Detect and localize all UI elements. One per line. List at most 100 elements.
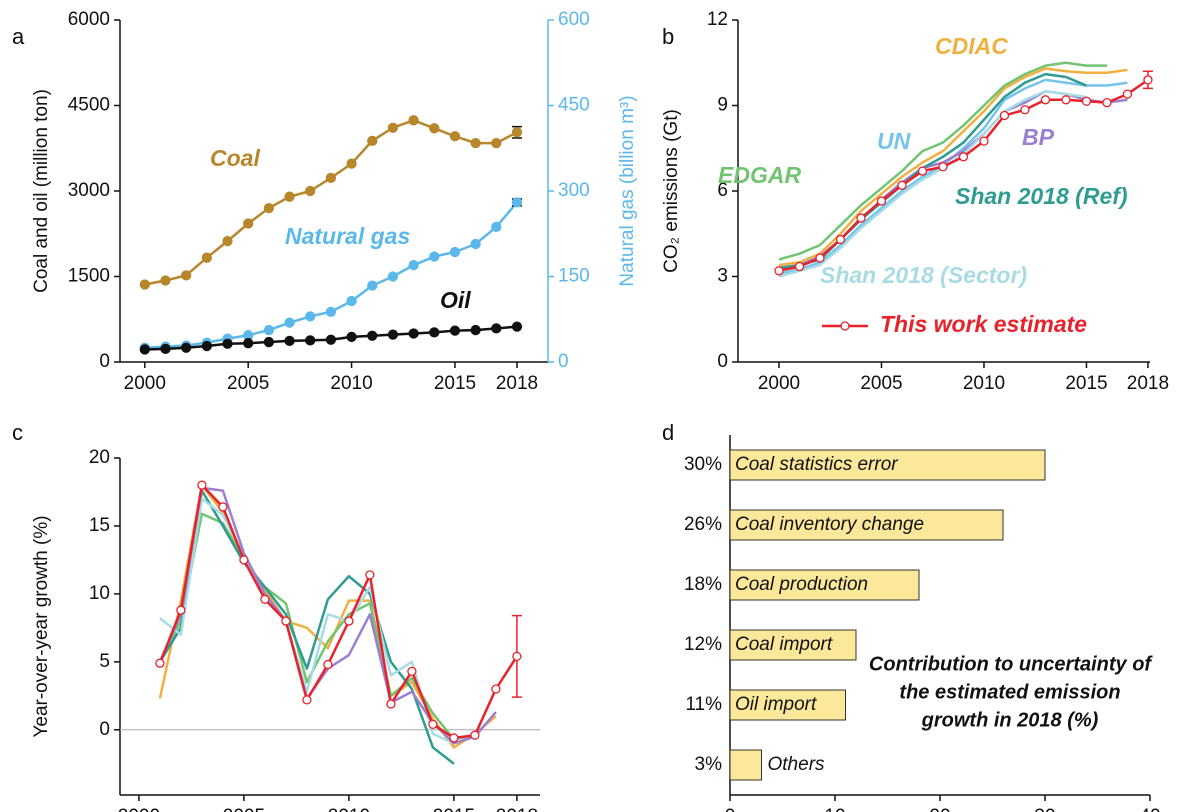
- point: [302, 695, 312, 705]
- value-label: 3%: [695, 754, 723, 775]
- point: [429, 123, 440, 134]
- value-label: 18%: [684, 574, 722, 595]
- point: [344, 616, 354, 626]
- x-tick-label: 2015: [433, 806, 475, 812]
- y-axis-label: CO₂ emissions (Gt): [661, 109, 682, 273]
- point: [491, 323, 502, 334]
- point: [428, 719, 438, 729]
- x-tick-label: 2018: [1127, 373, 1169, 394]
- y-tick-label: 1500: [68, 266, 110, 287]
- point: [323, 659, 333, 670]
- point: [1143, 75, 1153, 85]
- point: [1081, 96, 1092, 106]
- x-tick-label: 40: [1139, 806, 1160, 812]
- point: [1040, 95, 1051, 105]
- point: [243, 338, 254, 349]
- bar: [729, 689, 846, 721]
- y-tick-label: 0: [99, 719, 110, 740]
- point: [139, 279, 150, 290]
- point: [160, 275, 171, 286]
- point: [305, 335, 316, 346]
- series-label: Shan 2018 (Sector): [820, 262, 1027, 288]
- y-axis-label: Coal and oil (million ton): [31, 89, 52, 293]
- x-tick-label: 2005: [227, 373, 269, 394]
- point: [218, 502, 228, 512]
- y-tick-label: 6: [717, 180, 728, 201]
- bar: [729, 449, 1046, 481]
- y-tick-label: 0: [99, 351, 110, 372]
- point: [876, 196, 887, 206]
- point: [511, 197, 523, 208]
- point: [511, 127, 523, 138]
- point: [774, 266, 784, 276]
- point: [470, 238, 481, 250]
- point: [325, 172, 337, 184]
- point: [897, 180, 907, 190]
- legend-label: This work estimate: [880, 311, 1087, 337]
- annotation: Contribution to uncertainty of: [869, 653, 1154, 675]
- series-label: CDIAC: [935, 33, 1008, 59]
- annotation: growth in 2018 (%): [921, 709, 1099, 731]
- point: [367, 280, 378, 291]
- point: [1020, 105, 1030, 115]
- point: [491, 221, 502, 233]
- point: [408, 115, 419, 126]
- y-tick-label: 12: [707, 9, 728, 30]
- x-tick-label: 2015: [434, 373, 476, 394]
- point: [325, 306, 337, 317]
- point: [999, 110, 1010, 121]
- panel-letter: b: [662, 24, 674, 49]
- point: [491, 684, 501, 694]
- point: [263, 202, 275, 214]
- y2-tick-label: 300: [558, 180, 590, 201]
- panel-letter: a: [12, 24, 25, 49]
- point: [449, 733, 459, 743]
- series-line: [778, 78, 1128, 275]
- point: [181, 342, 192, 353]
- series-line: [158, 483, 518, 740]
- point: [917, 166, 928, 176]
- category-label: Others: [768, 754, 826, 775]
- point: [449, 325, 461, 336]
- x-tick-label: 2018: [496, 373, 538, 394]
- bar: [729, 629, 857, 661]
- point: [346, 331, 357, 343]
- point: [386, 699, 396, 709]
- point: [429, 251, 440, 262]
- x-tick-label: 2005: [223, 806, 265, 812]
- x-tick-label: 2000: [118, 806, 160, 812]
- x-tick-label: 30: [1034, 806, 1055, 812]
- category-label: Oil import: [735, 694, 817, 715]
- point: [346, 158, 357, 169]
- bar: [729, 509, 1004, 541]
- series-line: [159, 497, 455, 745]
- series-line: [144, 119, 518, 286]
- point: [197, 480, 207, 490]
- y-tick-label: 3: [717, 266, 728, 287]
- point: [387, 122, 399, 133]
- category-label: Coal production: [735, 574, 868, 595]
- x-tick-label: 2000: [758, 373, 800, 394]
- point: [222, 236, 233, 247]
- annotation: the estimated emission: [899, 681, 1120, 703]
- x-tick-label: 2010: [330, 373, 372, 394]
- x-tick-label: 10: [824, 806, 845, 812]
- series-label: Coal: [210, 145, 260, 171]
- point: [408, 259, 419, 271]
- point: [470, 324, 481, 336]
- point: [408, 328, 419, 339]
- point: [305, 311, 316, 322]
- y-tick-label: 3000: [68, 180, 110, 201]
- point: [281, 616, 291, 626]
- point: [239, 555, 249, 565]
- x-tick-label: 2010: [328, 806, 370, 812]
- series-label: BP: [1022, 124, 1055, 150]
- y-tick-label: 10: [89, 583, 110, 604]
- y-tick-label: 6000: [68, 9, 110, 30]
- y-tick-label: 4500: [68, 95, 110, 116]
- x-tick-label: 20: [929, 806, 950, 812]
- point: [263, 336, 275, 348]
- x-tick-label: 2018: [496, 806, 538, 812]
- point: [284, 191, 295, 202]
